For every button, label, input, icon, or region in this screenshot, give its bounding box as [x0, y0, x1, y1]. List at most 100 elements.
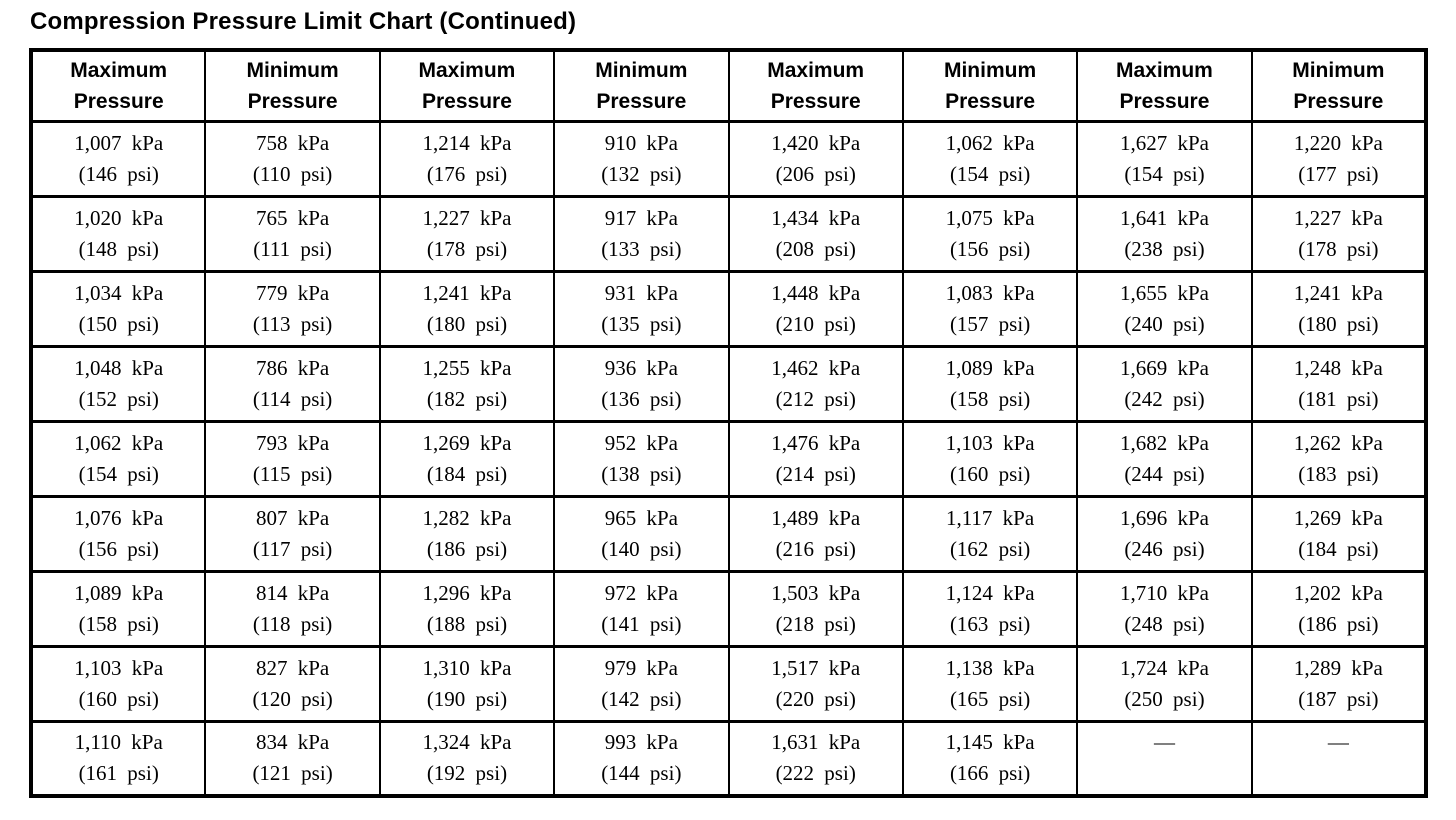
kpa-value: 952 kPa: [604, 430, 678, 455]
pressure-cell: —: [1250, 719, 1428, 798]
kpa-value: 1,227 kPa: [1293, 205, 1383, 230]
column-header: Maximum Pressure: [1076, 48, 1253, 123]
pressure-cell: 1,710 kPa (248 psi): [1076, 569, 1253, 648]
kpa-value: 1,083 kPa: [945, 280, 1035, 305]
pressure-cell: 1,324 kPa (192 psi): [378, 719, 556, 798]
kpa-value: 1,076 kPa: [74, 505, 164, 530]
pressure-cell: 1,145 kPa (166 psi): [901, 719, 1079, 798]
kpa-value: 993 kPa: [604, 730, 678, 755]
kpa-value: 793 kPa: [255, 430, 330, 455]
table-row: 1,034 kPa (150 psi) 779 kPa (113 psi) 1,241 …: [29, 269, 1428, 348]
psi-value: (166 psi): [949, 761, 1031, 786]
pressure-cell: 972 kPa (141 psi): [553, 569, 730, 648]
kpa-value: 1,062 kPa: [945, 130, 1035, 155]
pressure-cell: 814 kPa (118 psi): [204, 569, 381, 648]
psi-value: (178 psi): [426, 236, 508, 261]
kpa-value: 1,324 kPa: [422, 730, 512, 755]
kpa-value: 1,145 kPa: [945, 730, 1035, 755]
kpa-value: 1,517 kPa: [771, 655, 861, 680]
kpa-value: 979 kPa: [604, 655, 678, 680]
pressure-cell: 1,641 kPa (238 psi): [1076, 194, 1253, 273]
table-row: 1,007 kPa (146 psi) 758 kPa (110 psi) 1,214 …: [29, 119, 1428, 198]
psi-value: (154 psi): [78, 461, 159, 486]
pressure-cell: 1,627 kPa (154 psi): [1076, 119, 1253, 198]
psi-value: (156 psi): [78, 536, 159, 561]
psi-value: (238 psi): [1124, 236, 1205, 261]
pressure-cell: 1,007 kPa (146 psi): [29, 119, 207, 198]
psi-value: (157 psi): [949, 311, 1031, 336]
psi-value: (186 psi): [426, 536, 508, 561]
pressure-cell: 931 kPa (135 psi): [553, 269, 730, 348]
kpa-value: 1,262 kPa: [1293, 430, 1383, 455]
psi-value: (187 psi): [1298, 686, 1379, 711]
pressure-cell: 936 kPa (136 psi): [553, 344, 730, 423]
kpa-value: 1,227 kPa: [422, 205, 512, 230]
pressure-cell: 1,241 kPa (180 psi): [378, 269, 556, 348]
kpa-value: 807 kPa: [255, 505, 330, 530]
pressure-cell: 1,248 kPa (181 psi): [1250, 344, 1428, 423]
kpa-value: 779 kPa: [255, 280, 330, 305]
psi-value: (206 psi): [775, 161, 856, 186]
pressure-cell: 758 kPa (110 psi): [204, 119, 381, 198]
psi-value: (250 psi): [1124, 686, 1205, 711]
pressure-cell: 1,655 kPa (240 psi): [1076, 269, 1253, 348]
pressure-cell: 1,202 kPa (186 psi): [1250, 569, 1428, 648]
pressure-cell: 1,724 kPa (250 psi): [1076, 644, 1253, 723]
kpa-value: 1,020 kPa: [74, 205, 164, 230]
psi-value: (244 psi): [1124, 461, 1205, 486]
kpa-value: 917 kPa: [604, 205, 678, 230]
pressure-cell: 1,103 kPa (160 psi): [901, 419, 1079, 498]
pressure-cell: 1,062 kPa (154 psi): [901, 119, 1079, 198]
kpa-value: 1,241 kPa: [1293, 280, 1383, 305]
kpa-value: 1,117 kPa: [945, 505, 1035, 530]
kpa-value: 1,669 kPa: [1119, 355, 1209, 380]
psi-value: (188 psi): [426, 611, 508, 636]
kpa-value: 910 kPa: [604, 130, 678, 155]
kpa-value: 786 kPa: [255, 355, 330, 380]
psi-value: (148 psi): [78, 236, 159, 261]
pressure-cell: —: [1076, 719, 1253, 798]
table-row: 1,110 kPa (161 psi) 834 kPa (121 psi) 1,324 …: [29, 719, 1428, 798]
psi-value: (110 psi): [252, 161, 333, 186]
psi-value: (160 psi): [78, 686, 159, 711]
kpa-value: 1,724 kPa: [1119, 655, 1209, 680]
psi-value: (135 psi): [601, 311, 682, 336]
pressure-cell: 1,503 kPa (218 psi): [727, 569, 904, 648]
pressure-cell: 1,682 kPa (244 psi): [1076, 419, 1253, 498]
kpa-value: 1,462 kPa: [771, 355, 861, 380]
psi-value: (192 psi): [426, 761, 508, 786]
pressure-cell: 1,269 kPa (184 psi): [378, 419, 556, 498]
pressure-cell: 1,269 kPa (184 psi): [1250, 494, 1428, 573]
psi-value: (222 psi): [775, 761, 856, 786]
pressure-cell: 807 kPa (117 psi): [204, 494, 381, 573]
kpa-value: 1,138 kPa: [945, 655, 1035, 680]
pressure-cell: 1,448 kPa (210 psi): [727, 269, 904, 348]
kpa-value: 1,220 kPa: [1293, 130, 1383, 155]
pressure-cell: 1,083 kPa (157 psi): [901, 269, 1079, 348]
psi-value: (218 psi): [775, 611, 856, 636]
column-header: Maximum Pressure: [378, 48, 556, 123]
column-header: Maximum Pressure: [29, 48, 207, 123]
kpa-value: 1,103 kPa: [945, 430, 1035, 455]
psi-value: (132 psi): [601, 161, 682, 186]
psi-value: (163 psi): [949, 611, 1031, 636]
psi-value: (138 psi): [601, 461, 682, 486]
kpa-value: 965 kPa: [604, 505, 678, 530]
psi-value: (183 psi): [1298, 461, 1379, 486]
kpa-value: 1,655 kPa: [1119, 280, 1209, 305]
pressure-cell: 1,110 kPa (161 psi): [29, 719, 207, 798]
psi-value: (220 psi): [775, 686, 856, 711]
pressure-cell: 1,517 kPa (220 psi): [727, 644, 904, 723]
pressure-cell: 1,476 kPa (214 psi): [727, 419, 904, 498]
table-row: 1,103 kPa (160 psi) 827 kPa (120 psi) 1,310 …: [29, 644, 1428, 723]
pressure-cell: 979 kPa (142 psi): [553, 644, 730, 723]
psi-value: (214 psi): [775, 461, 856, 486]
kpa-value: 1,682 kPa: [1119, 430, 1209, 455]
psi-value: (113 psi): [252, 311, 333, 336]
pressure-cell: 1,434 kPa (208 psi): [727, 194, 904, 273]
psi-value: (186 psi): [1298, 611, 1379, 636]
psi-value: [1253, 758, 1424, 789]
pressure-cell: 793 kPa (115 psi): [204, 419, 381, 498]
psi-value: (136 psi): [601, 386, 682, 411]
psi-value: (248 psi): [1124, 611, 1205, 636]
